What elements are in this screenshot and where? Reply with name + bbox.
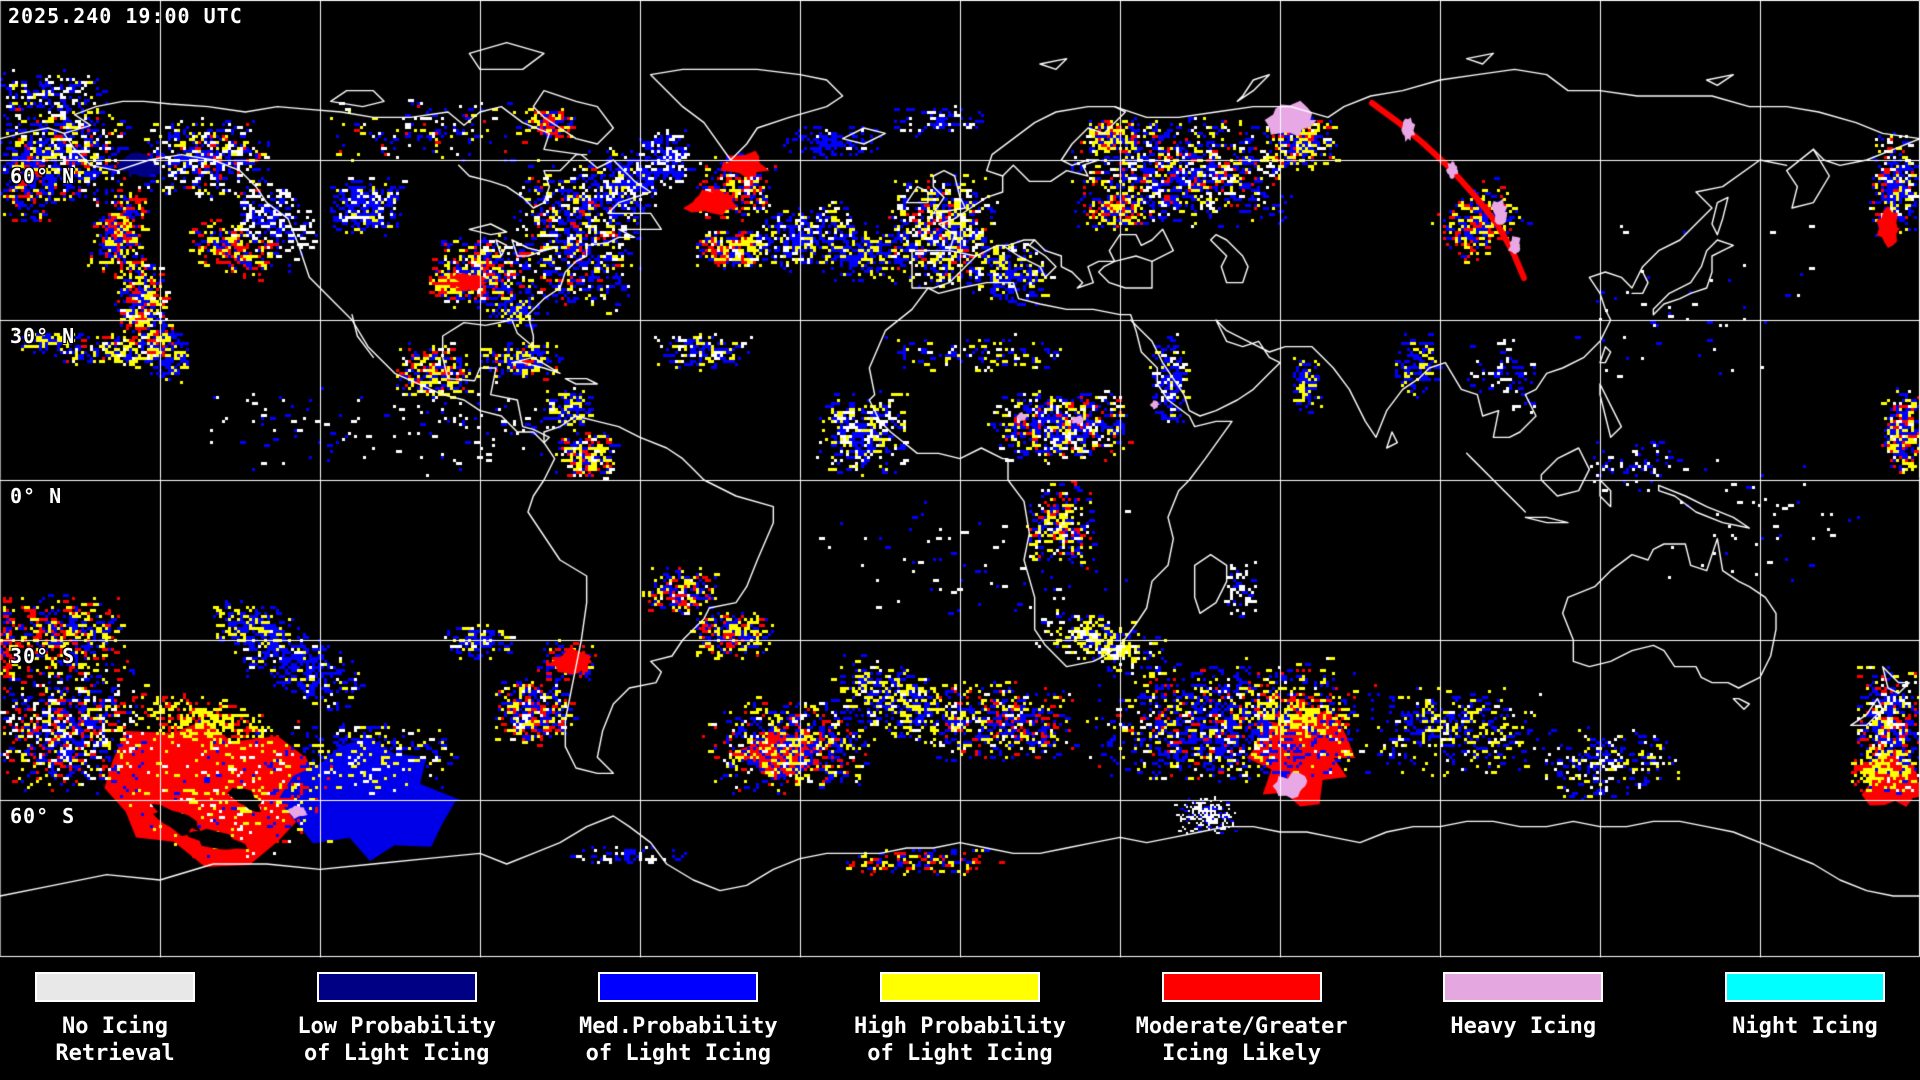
latitude-label-60n: 60° N [10,164,76,188]
legend-item-med-probability: Med.Probability of Light Icing [578,972,778,1067]
legend-label: Low Probability [297,1014,496,1039]
legend-swatch-med-probability [598,972,759,1002]
legend-item-night-icing: Night Icing [1705,972,1905,1067]
legend-label: of Light Icing [303,1041,490,1066]
legend-item-no-icing: No Icing Retrieval [15,972,215,1067]
legend-swatch-high-probability [879,972,1040,1002]
legend-swatch-night-icing [1724,972,1885,1002]
latitude-label-30s: 30° S [10,644,76,668]
legend-label: No Icing [62,1014,168,1039]
legend-item-heavy-icing: Heavy Icing [1423,972,1623,1067]
timestamp-label: 2025.240 19:00 UTC [8,4,243,28]
legend-swatch-moderate-greater [1161,972,1322,1002]
latitude-label-0n: 0° N [10,484,63,508]
legend-item-low-probability: Low Probability of Light Icing [297,972,497,1067]
legend-swatch-low-probability [316,972,477,1002]
legend-label: High Probability [854,1014,1066,1039]
legend-label: Med.Probability [578,1014,778,1039]
legend-label: Night Icing [1732,1014,1878,1039]
legend-label: of Light Icing [867,1041,1053,1066]
legend-item-moderate-greater: Moderate/Greater Icing Likely [1136,972,1348,1067]
world-icing-map [0,0,1920,958]
legend-label: Heavy Icing [1450,1014,1597,1039]
legend-item-high-probability: High Probability of Light Icing [854,972,1066,1067]
legend-label: Moderate/Greater [1135,1014,1348,1039]
legend: No Icing Retrieval Low Probability of Li… [0,972,1920,1067]
legend-label: Icing Likely [1162,1041,1322,1066]
legend-label: Retrieval [55,1041,175,1066]
legend-label: of Light Icing [585,1041,772,1066]
legend-swatch-no-icing [35,972,195,1002]
latitude-label-60s: 60° S [10,804,76,828]
legend-swatch-heavy-icing [1443,972,1604,1002]
latitude-label-30n: 30° N [10,324,76,348]
